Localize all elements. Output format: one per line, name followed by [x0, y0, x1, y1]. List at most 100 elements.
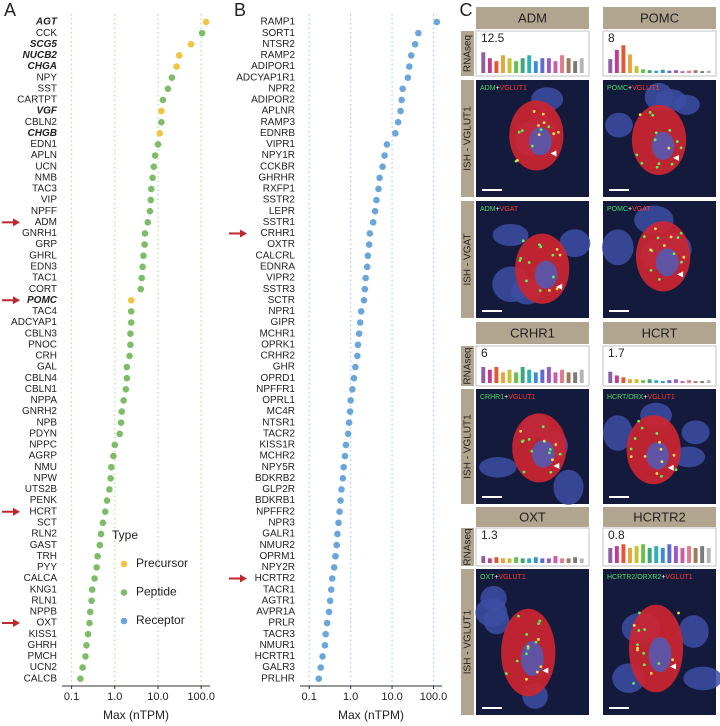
probe-dot: [667, 146, 671, 150]
rnaseq-bar: [641, 380, 646, 383]
probe-dot: [677, 611, 680, 615]
dot: [365, 241, 373, 248]
dot: [110, 452, 117, 460]
dot: [332, 552, 339, 560]
nucleus: [553, 469, 584, 505]
dot: [202, 18, 210, 26]
rnaseq-bar: [614, 375, 619, 383]
gene-header-bg: [476, 7, 589, 29]
gene-label: CRH: [35, 351, 57, 362]
arrow-head: [13, 507, 20, 516]
rnaseq-bar: [700, 546, 705, 563]
probe-dot: [534, 640, 538, 644]
nucleus: [483, 607, 510, 635]
rnaseq-bar: [514, 557, 519, 563]
dot: [337, 497, 344, 504]
dot: [398, 96, 405, 104]
rnaseq-bar: [501, 372, 505, 383]
probe-dot: [657, 162, 661, 166]
probe-dot: [679, 231, 683, 235]
probe-dot: [549, 470, 553, 474]
ish-caption: HCRT/ORX+VGLUT1: [607, 394, 675, 401]
dot: [147, 185, 155, 193]
gene-label: NMUR1: [259, 640, 295, 651]
gene-label: PENK: [30, 495, 58, 506]
side-label: RNAseq: [463, 528, 474, 565]
dot: [360, 296, 368, 304]
rnaseq-bar: [706, 380, 711, 383]
arrow-head: [13, 218, 20, 227]
probe-dot: [539, 245, 543, 249]
gene-label: NPPA: [31, 395, 58, 406]
dot: [140, 252, 147, 260]
gene-label: GHRL: [29, 250, 57, 261]
rnaseq-bar: [553, 372, 558, 383]
side-label-bg: [461, 201, 474, 318]
dot: [392, 130, 399, 137]
probe-dot: [556, 130, 560, 134]
probe-dot: [531, 144, 534, 148]
dot: [366, 230, 374, 237]
gene-label: BDKRB1: [255, 495, 295, 506]
caption-part: VGLUT1: [648, 394, 675, 401]
dot: [159, 96, 167, 104]
gene-label: SSTR3: [263, 284, 296, 295]
probe-dot: [682, 255, 686, 259]
gene-label: NTSR2: [262, 39, 295, 50]
gene-label: PRLHR: [261, 673, 295, 684]
rnaseq-bar: [494, 367, 499, 383]
caption-part: +: [628, 206, 632, 213]
gene-label: KISS1R: [259, 440, 295, 451]
probe-dot: [676, 236, 680, 239]
dot: [144, 219, 152, 226]
caption-part: +: [496, 206, 500, 213]
rnaseq-bar: [628, 548, 632, 563]
gene-label: MC4R: [267, 406, 295, 417]
rnaseq-frame: [475, 345, 590, 387]
cell-nucleus: [534, 260, 558, 289]
panel-letter: B: [234, 0, 246, 20]
rnaseq-bar: [527, 369, 532, 383]
probe-dot: [551, 458, 554, 462]
probe-dot: [632, 623, 636, 627]
x-axis-title: Max (nTPM): [103, 708, 169, 722]
gene-label: GAL: [37, 362, 57, 373]
probe-dot: [642, 235, 646, 239]
dot: [168, 74, 176, 81]
probe-dot: [629, 447, 633, 451]
gene-header: CRHR1: [510, 325, 555, 340]
gene-label: CHGB: [28, 128, 57, 139]
gene-label: OPRK1: [261, 339, 295, 350]
dot: [346, 408, 354, 415]
gene-label: CARTPT: [17, 95, 57, 106]
probe-dot: [530, 449, 534, 453]
probe-dot: [547, 125, 551, 129]
probe-dot: [517, 614, 520, 618]
probe-dot: [515, 158, 519, 162]
ish-caption: OXT+VGLUT1: [480, 574, 526, 581]
gene-label: NMU: [34, 462, 57, 473]
probe-dot: [642, 651, 646, 655]
ish-caption: CRHR1+VGLUT1: [480, 394, 536, 401]
caption-part: HCRTR2/ORXR2: [607, 574, 661, 581]
dot: [357, 308, 365, 315]
rnaseq-bar: [566, 558, 571, 563]
dot: [376, 174, 383, 182]
gene-label: GHR: [273, 362, 295, 373]
gene-label: CRHR2: [261, 351, 296, 362]
caption-part: VGLUT1: [500, 85, 527, 92]
gene-label: TAC4: [32, 306, 57, 317]
gene-label: AGRP: [29, 451, 58, 462]
legend-label: Receptor: [136, 613, 185, 627]
rnaseq-max: 1.7: [608, 346, 625, 360]
dot: [156, 130, 164, 137]
dot: [158, 107, 165, 115]
caption-part: +: [504, 394, 508, 401]
dot: [355, 330, 363, 337]
dot: [321, 641, 329, 649]
gene-label: EDNRB: [260, 128, 295, 139]
side-label: ISH - VGLUT1: [463, 414, 474, 479]
rnaseq-bar: [527, 55, 532, 73]
rnaseq-bar: [641, 544, 646, 563]
